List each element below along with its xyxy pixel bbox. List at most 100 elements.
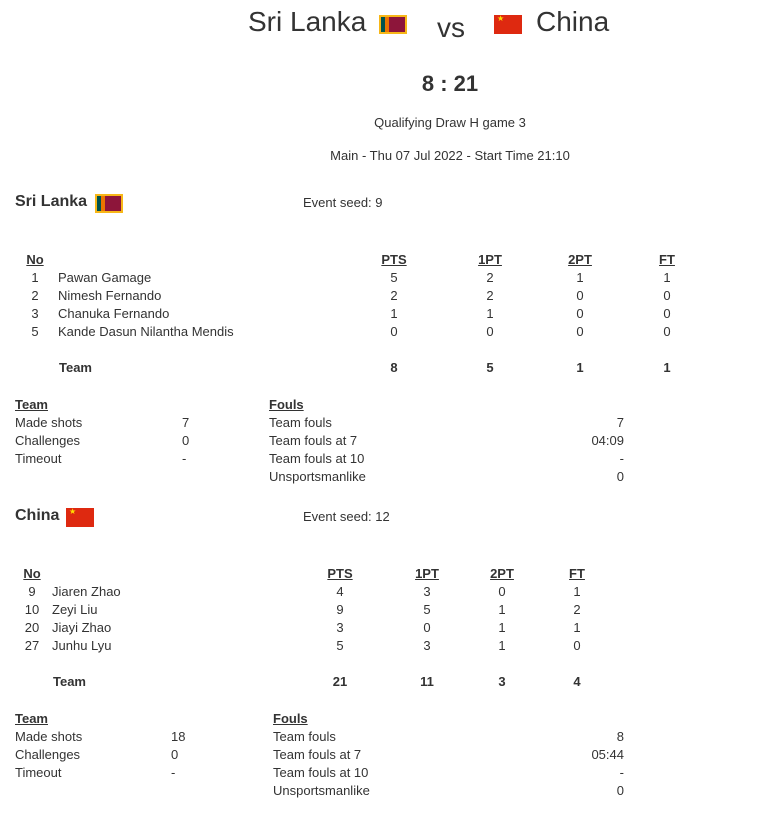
sri-lanka-flag-icon xyxy=(379,15,407,34)
player-stat: 0 xyxy=(390,324,398,339)
stat-label-timeout: Timeout xyxy=(15,765,62,780)
player-name: Zeyi Liu xyxy=(52,602,98,617)
foul-label-unsportsmanlike: Unsportsmanlike xyxy=(269,469,366,484)
player-number: 5 xyxy=(31,324,39,339)
china-flag-icon xyxy=(66,507,94,527)
team-name: China xyxy=(15,507,60,524)
player-stat: 5 xyxy=(390,270,398,285)
event-seed: Event seed: 12 xyxy=(303,509,390,524)
player-stat: 1 xyxy=(498,638,506,653)
player-stat: 0 xyxy=(663,306,671,321)
column-header-no: No xyxy=(23,566,41,581)
player-name: Jiaren Zhao xyxy=(52,584,121,599)
player-stat: 2 xyxy=(486,288,494,303)
china-flag-icon xyxy=(494,14,522,34)
foul-label-fouls7: Team fouls at 7 xyxy=(273,747,362,762)
stat-label-made_shots: Made shots xyxy=(15,415,83,430)
player-number: 27 xyxy=(24,638,40,653)
event-seed: Event seed: 9 xyxy=(303,195,383,210)
team-total-label: Team xyxy=(53,674,86,689)
foul-label-fouls7: Team fouls at 7 xyxy=(269,433,358,448)
team-total-value: 8 xyxy=(390,360,398,375)
foul-value-team_fouls: 8 xyxy=(616,729,624,744)
column-header-ft: FT xyxy=(659,252,675,267)
fouls-header: Fouls xyxy=(269,397,304,412)
home-team-title: Sri Lanka xyxy=(248,6,367,37)
sri-lanka-flag-icon xyxy=(95,194,123,213)
team-total-value: 21 xyxy=(332,674,348,689)
player-stat: 3 xyxy=(336,620,344,635)
player-stat: 0 xyxy=(576,324,584,339)
player-number: 20 xyxy=(24,620,40,635)
vs-label: vs xyxy=(437,12,465,43)
player-stat: 1 xyxy=(498,602,506,617)
team-total-value: 11 xyxy=(420,674,434,689)
team-total-value: 4 xyxy=(573,674,581,689)
away-team-title: China xyxy=(536,6,610,37)
stat-value-challenges: 0 xyxy=(171,747,179,762)
player-stat: 0 xyxy=(576,288,584,303)
stat-label-timeout: Timeout xyxy=(15,451,62,466)
player-stat: 4 xyxy=(336,584,344,599)
player-stat: 1 xyxy=(573,620,581,635)
column-header-ft: FT xyxy=(569,566,585,581)
stat-label-challenges: Challenges xyxy=(15,747,81,762)
player-stat: 0 xyxy=(576,306,584,321)
player-name: Nimesh Fernando xyxy=(58,288,162,303)
column-header-pts: PTS xyxy=(381,252,407,267)
player-name: Junhu Lyu xyxy=(52,638,112,653)
team-total-value: 5 xyxy=(486,360,494,375)
column-header-pt2: 2PT xyxy=(490,566,514,581)
player-stat: 2 xyxy=(486,270,494,285)
player-stat: 5 xyxy=(336,638,344,653)
player-stat: 1 xyxy=(390,306,398,321)
foul-value-fouls10: - xyxy=(619,451,624,466)
player-name: Pawan Gamage xyxy=(58,270,152,285)
foul-label-fouls10: Team fouls at 10 xyxy=(273,765,369,780)
team-total-value: 1 xyxy=(576,360,584,375)
foul-value-fouls7: 04:09 xyxy=(591,433,624,448)
player-number: 9 xyxy=(28,584,36,599)
foul-value-fouls10: - xyxy=(619,765,624,780)
player-stat: 2 xyxy=(390,288,398,303)
foul-label-unsportsmanlike: Unsportsmanlike xyxy=(273,783,370,798)
foul-value-unsportsmanlike: 0 xyxy=(616,783,624,798)
column-header-no: No xyxy=(26,252,44,267)
player-stat: 0 xyxy=(423,620,431,635)
player-stat: 1 xyxy=(663,270,671,285)
column-header-pt1: 1PT xyxy=(415,566,439,581)
foul-value-team_fouls: 7 xyxy=(616,415,624,430)
team-stats-header: Team xyxy=(15,397,48,412)
stat-value-made_shots: 7 xyxy=(182,415,190,430)
team-total-value: 3 xyxy=(498,674,506,689)
player-stat: 1 xyxy=(486,306,494,321)
team-name: Sri Lanka xyxy=(15,193,88,210)
foul-label-team_fouls: Team fouls xyxy=(273,729,336,744)
column-header-pts: PTS xyxy=(327,566,353,581)
round-info: Qualifying Draw H game 3 xyxy=(374,115,526,130)
player-stat: 1 xyxy=(576,270,584,285)
player-stat: 0 xyxy=(498,584,506,599)
player-stat: 1 xyxy=(498,620,506,635)
player-stat: 0 xyxy=(663,324,671,339)
foul-value-unsportsmanlike: 0 xyxy=(616,469,624,484)
player-stat: 5 xyxy=(423,602,431,617)
stat-value-timeout: - xyxy=(182,451,187,466)
stat-label-challenges: Challenges xyxy=(15,433,81,448)
player-name: Jiayi Zhao xyxy=(52,620,112,635)
fouls-header: Fouls xyxy=(273,711,308,726)
column-header-pt1: 1PT xyxy=(478,252,502,267)
stat-value-made_shots: 18 xyxy=(171,729,186,744)
player-stat: 0 xyxy=(486,324,494,339)
player-stat: 3 xyxy=(423,584,431,599)
team-stats-header: Team xyxy=(15,711,48,726)
player-stat: 0 xyxy=(663,288,671,303)
player-stat: 3 xyxy=(423,638,431,653)
player-stat: 2 xyxy=(573,602,581,617)
foul-label-team_fouls: Team fouls xyxy=(269,415,332,430)
stat-label-made_shots: Made shots xyxy=(15,729,83,744)
foul-label-fouls10: Team fouls at 10 xyxy=(269,451,365,466)
player-name: Chanuka Fernando xyxy=(58,306,170,321)
column-header-pt2: 2PT xyxy=(568,252,592,267)
player-number: 2 xyxy=(31,288,39,303)
